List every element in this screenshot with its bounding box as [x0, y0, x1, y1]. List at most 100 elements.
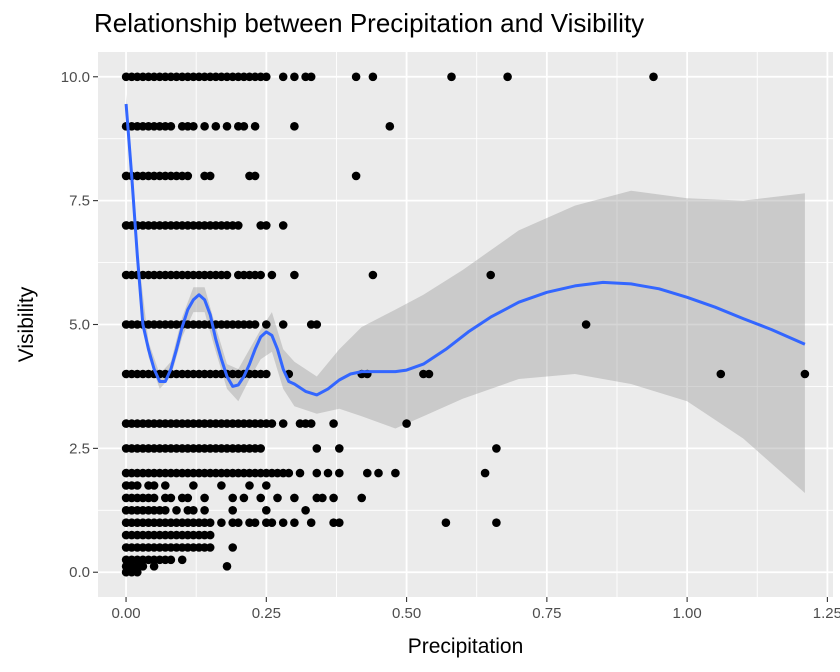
- axis-ticks: [93, 76, 828, 602]
- data-point: [200, 493, 209, 503]
- data-point: [133, 567, 142, 577]
- data-point: [581, 320, 591, 329]
- data-point: [441, 518, 451, 527]
- data-point: [267, 518, 277, 527]
- data-point: [166, 493, 176, 503]
- data-point: [329, 493, 338, 503]
- data-point: [228, 506, 237, 515]
- data-point: [278, 72, 288, 82]
- data-point: [211, 122, 221, 131]
- data-point: [250, 122, 260, 131]
- data-point: [335, 444, 344, 453]
- x-tick-label: 1.25: [813, 605, 840, 622]
- data-point: [424, 369, 434, 379]
- axis-tick-labels: 0.00 0.25 0.50 0.75 1.00 1.25 0.0 2.5 5.0 7.5 10.0: [61, 69, 840, 622]
- data-point: [323, 468, 333, 478]
- confidence-ribbon-layer: [126, 94, 805, 493]
- data-point: [503, 72, 512, 82]
- data-point: [228, 543, 237, 552]
- data-point: [402, 419, 411, 428]
- data-point: [161, 481, 170, 490]
- data-point: [306, 419, 316, 428]
- data-point: [189, 122, 198, 131]
- data-point: [234, 518, 243, 527]
- y-tick-label: 2.5: [69, 440, 90, 457]
- data-point: [290, 493, 299, 503]
- confidence-ribbon: [126, 94, 805, 493]
- y-tick-label: 5.0: [69, 317, 90, 334]
- data-point: [217, 518, 226, 527]
- data-point: [492, 444, 501, 453]
- data-point: [301, 506, 310, 515]
- data-point: [290, 518, 299, 527]
- x-tick-label: 0.50: [392, 605, 421, 622]
- data-point: [368, 72, 378, 82]
- data-point: [351, 171, 361, 181]
- data-point: [262, 320, 271, 329]
- y-tick-label: 10.0: [61, 69, 90, 86]
- data-point: [290, 122, 299, 131]
- y-tick-label: 7.5: [69, 193, 90, 210]
- y-axis-title: Visibility: [15, 286, 38, 362]
- data-point: [166, 122, 176, 131]
- data-point: [183, 493, 193, 503]
- data-point: [312, 320, 322, 329]
- smooth-trend-line: [124, 103, 806, 397]
- data-point: [256, 270, 266, 280]
- data-point: [205, 171, 215, 181]
- data-point: [234, 221, 243, 230]
- data-point: [222, 562, 232, 571]
- data-point: [205, 530, 215, 540]
- data-point: [351, 72, 361, 82]
- smooth-line-layer: [124, 103, 806, 397]
- data-point: [363, 468, 372, 478]
- data-point: [222, 270, 232, 280]
- data-point: [800, 369, 810, 379]
- data-point: [133, 481, 142, 490]
- data-point: [228, 493, 237, 503]
- data-point: [306, 72, 316, 82]
- data-point: [250, 320, 260, 329]
- data-point: [273, 493, 282, 503]
- data-point: [239, 493, 249, 503]
- data-point: [262, 72, 271, 82]
- data-point: [312, 468, 322, 478]
- data-point: [306, 518, 316, 527]
- data-point: [480, 468, 490, 478]
- data-point: [245, 481, 254, 490]
- data-point: [200, 506, 209, 515]
- data-point: [189, 481, 198, 490]
- data-point: [138, 562, 148, 571]
- data-point: [222, 122, 232, 131]
- data-point: [267, 270, 277, 280]
- data-point: [149, 562, 159, 571]
- data-point: [256, 444, 266, 453]
- data-point: [177, 555, 187, 565]
- data-point: [290, 270, 299, 280]
- data-point: [200, 122, 209, 131]
- points-layer: [121, 72, 810, 577]
- data-point: [278, 320, 288, 329]
- data-point: [329, 419, 338, 428]
- data-point: [183, 171, 193, 181]
- data-point: [335, 468, 344, 478]
- data-point: [278, 419, 288, 428]
- data-point: [278, 518, 288, 527]
- data-point: [217, 481, 226, 490]
- data-point: [205, 518, 215, 527]
- x-tick-label: 1.00: [673, 605, 702, 622]
- data-point: [295, 468, 305, 478]
- data-point: [262, 481, 271, 490]
- data-point: [256, 493, 266, 503]
- data-point: [357, 493, 367, 503]
- data-point: [385, 122, 395, 131]
- data-point: [239, 122, 249, 131]
- data-point: [278, 221, 288, 230]
- data-point: [262, 221, 271, 230]
- data-point: [374, 468, 383, 478]
- data-point: [250, 171, 260, 181]
- data-point: [267, 419, 277, 428]
- x-tick-label: 0.25: [252, 605, 281, 622]
- data-point: [290, 72, 299, 82]
